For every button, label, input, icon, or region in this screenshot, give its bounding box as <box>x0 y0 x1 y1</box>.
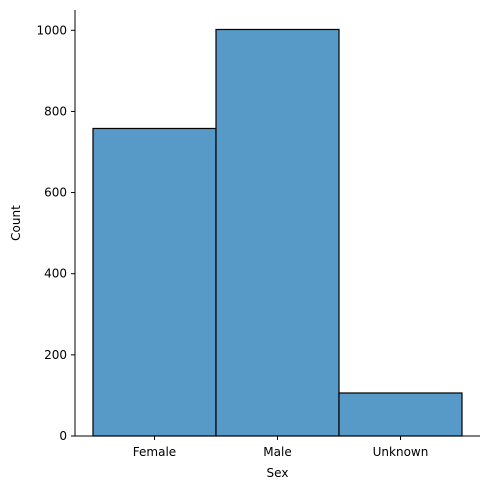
bar-unknown <box>338 392 463 437</box>
y-tick-label: 400 <box>44 267 67 281</box>
x-tick-label-unknown: Unknown <box>373 445 429 459</box>
y-tick-label: 1000 <box>36 23 67 37</box>
y-tick-label: 600 <box>44 186 67 200</box>
bar-male <box>215 28 340 437</box>
bar-female <box>92 127 217 437</box>
y-axis-label: Count <box>9 205 23 241</box>
y-tick-label: 200 <box>44 348 67 362</box>
y-axis-ticks: 0 200 400 600 800 1000 <box>36 23 75 443</box>
y-tick-label: 800 <box>44 104 67 118</box>
x-axis-ticks: Female Male Unknown <box>133 436 429 459</box>
y-tick-label: 0 <box>59 429 67 443</box>
bars-group <box>92 28 463 437</box>
x-axis-label: Sex <box>267 466 289 480</box>
x-tick-label-male: Male <box>263 445 291 459</box>
x-tick-label-female: Female <box>133 445 176 459</box>
